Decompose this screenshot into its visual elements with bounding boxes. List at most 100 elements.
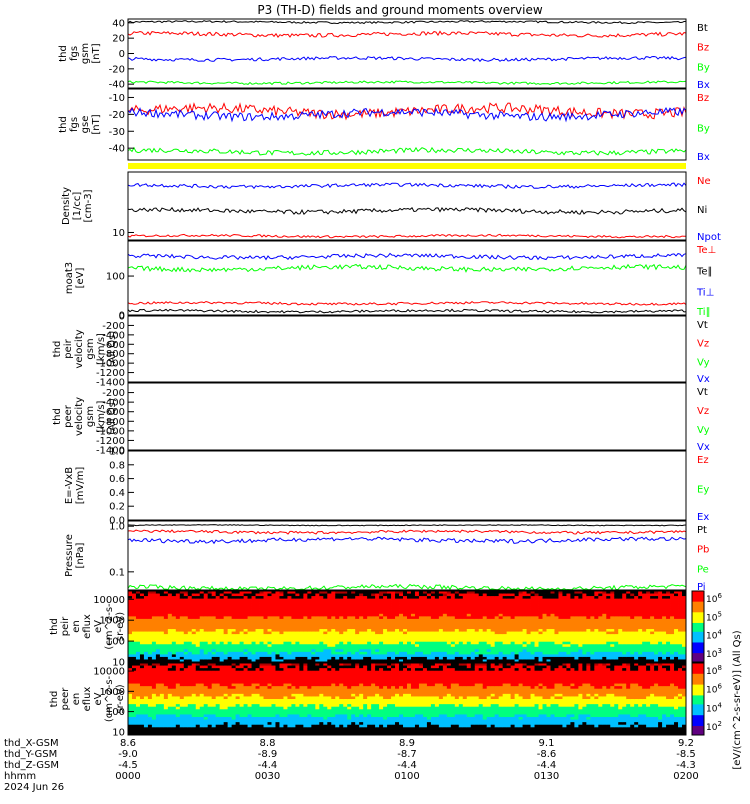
spectrogram-cell (252, 614, 256, 617)
spectrogram-cell (443, 594, 447, 597)
spectrogram-cell (658, 621, 662, 624)
spectrogram-cell (399, 647, 403, 650)
spectrogram-cell (351, 601, 355, 604)
spectrogram-cell (415, 594, 419, 597)
spectrogram-cell (519, 649, 523, 652)
spectrogram-cell (323, 599, 327, 602)
spectrogram-cell (455, 627, 459, 630)
spectrogram-cell (208, 707, 212, 710)
spectrogram-cell (606, 647, 610, 650)
spectrogram-cell (507, 639, 511, 642)
spectrogram-cell (539, 624, 543, 627)
spectrogram-cell (216, 671, 220, 674)
spectrogram-cell (172, 614, 176, 617)
spectrogram-cell (459, 606, 463, 609)
spectrogram-cell (216, 668, 220, 671)
spectrogram-cell (160, 668, 164, 671)
spectrogram-cell (156, 712, 160, 715)
spectrogram-cell (558, 634, 562, 637)
spectrogram-cell (168, 684, 172, 687)
spectrogram-cell (168, 604, 172, 607)
spectrogram-cell (467, 647, 471, 650)
spectrogram-cell (128, 699, 132, 702)
spectrogram-cell (543, 616, 547, 619)
spectrogram-cell (391, 647, 395, 650)
spectrogram-cell (156, 722, 160, 725)
spectrogram-cell (367, 652, 371, 655)
spectrogram-cell (228, 714, 232, 717)
spectrogram-cell (252, 637, 256, 640)
spectrogram-cell (252, 601, 256, 604)
spectrogram-cell (459, 632, 463, 635)
spectrogram-cell (363, 594, 367, 597)
spectrogram-cell (654, 647, 658, 650)
spectrogram-cell (287, 621, 291, 624)
spectrogram-cell (164, 657, 168, 660)
spectrogram-cell (156, 614, 160, 617)
spectrogram-cell (299, 619, 303, 622)
spectrogram-cell (443, 647, 447, 650)
spectrogram-cell (503, 629, 507, 632)
spectrogram-cell (271, 616, 275, 619)
spectrogram-cell (140, 730, 144, 733)
spectrogram-cell (287, 629, 291, 632)
y-axis-label: thd (52, 408, 63, 425)
spectrogram-cell (248, 684, 252, 687)
spectrogram-cell (144, 619, 148, 622)
spectrogram-cell (140, 696, 144, 699)
legend-Ti∥: Ti∥ (696, 307, 711, 318)
spectrogram-cell (339, 611, 343, 614)
spectrogram-cell (395, 649, 399, 652)
spectrogram-cell (491, 637, 495, 640)
spectrogram-cell (351, 619, 355, 622)
spectrogram-cell (224, 678, 228, 681)
spectrogram-cell (646, 599, 650, 602)
spectrogram-cell (128, 714, 132, 717)
spectrogram-cell (315, 594, 319, 597)
spectrogram-cell (160, 649, 164, 652)
spectrogram-cell (184, 699, 188, 702)
spectrogram-cell (515, 654, 519, 657)
spectrogram-cell (291, 637, 295, 640)
spectrogram-cell (311, 634, 315, 637)
spectrogram-cell (196, 673, 200, 676)
spectrogram-cell (220, 606, 224, 609)
spectrogram-cell (168, 629, 172, 632)
spectrogram-cell (503, 652, 507, 655)
spectrogram-cell (614, 624, 618, 627)
spectrogram-cell (156, 704, 160, 707)
spectrogram-cell (419, 627, 423, 630)
spectrogram-cell (176, 730, 180, 733)
spectrogram-cell (140, 614, 144, 617)
spectrogram-cell (431, 601, 435, 604)
spectrogram-cell (527, 616, 531, 619)
spectrogram-cell (212, 619, 216, 622)
spectrogram-cell (387, 627, 391, 630)
spectrogram-cell (291, 611, 295, 614)
spectrogram-cell (140, 727, 144, 730)
spectrogram-cell (176, 644, 180, 647)
y-tick-label: -40 (109, 144, 125, 155)
spectrogram-cell (335, 624, 339, 627)
spectrogram-cell (307, 644, 311, 647)
spectrogram-cell (204, 730, 208, 733)
spectrogram-cell (487, 621, 491, 624)
spectrogram-cell (463, 619, 467, 622)
spectrogram-cell (283, 604, 287, 607)
spectrogram-cell (463, 632, 467, 635)
colorbar-peir_spec (692, 591, 704, 663)
spectrogram-cell (479, 637, 483, 640)
spectrogram-cell (327, 619, 331, 622)
spectrogram-cell (379, 606, 383, 609)
spectrogram-cell (188, 639, 192, 642)
spectrogram-cell (347, 599, 351, 602)
spectrogram-cell (606, 596, 610, 599)
spectrogram-cell (622, 652, 626, 655)
spectrogram-cell (662, 657, 666, 660)
spectrogram-cell (407, 632, 411, 635)
spectrogram-cell (128, 704, 132, 707)
spectrogram-cell (204, 720, 208, 723)
spectrogram-cell (415, 642, 419, 645)
spectrogram-cell (184, 722, 188, 725)
spectrogram-cell (172, 696, 176, 699)
